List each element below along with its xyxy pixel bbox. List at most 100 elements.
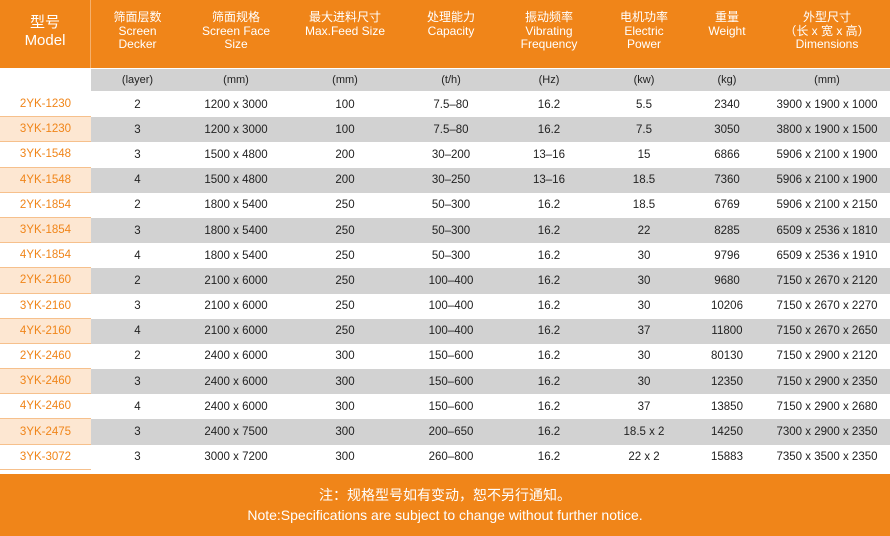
table-cell: 300	[335, 350, 355, 363]
table-cell: 18.5 x 2	[598, 419, 690, 445]
unit-cell: (mm)	[288, 69, 402, 91]
table-cell: 150–600	[428, 350, 474, 363]
table-cell: 4	[91, 318, 184, 344]
table-cell: 50–300	[431, 249, 471, 262]
table-cell: 7.5	[598, 117, 690, 143]
table-cell: 3	[91, 117, 184, 143]
table-cell: 250	[288, 318, 402, 344]
table-row: 4YK-1548 4 1500 x 4800 200 30–250 13–16 18.5 73…	[0, 167, 890, 193]
header-col-en: Decker	[118, 37, 157, 51]
header-col-en: Dimensions	[795, 37, 859, 51]
model-cell: 2YK-2460	[0, 343, 91, 370]
table-cell: 9680	[690, 268, 764, 294]
table-cell: 7.5–80	[433, 98, 469, 111]
table-cell: 2	[134, 199, 141, 212]
table-cell: 300	[288, 419, 402, 445]
table-row: 2YK-2160 2 2100 x 6000 250 100–400 16.2 30 9680…	[0, 268, 890, 294]
table-cell: 2400 x 6000	[204, 350, 268, 363]
table-cell: 16.2	[500, 268, 598, 294]
model-cell: 4YK-2160	[0, 318, 91, 344]
table-cell: 37	[637, 400, 651, 413]
units-model-blank	[0, 68, 91, 92]
table-cell: 200	[335, 148, 355, 161]
table-cell: 2400 x 7500	[184, 419, 288, 445]
header-col-zh: 重量	[714, 10, 739, 24]
table-cell: 30	[637, 350, 651, 363]
table-cell: 250	[335, 300, 355, 313]
table-cell: 200–650	[402, 419, 500, 445]
table-header: 型号 Model 筛面层数 Screen Decker 筛面规格 Screen …	[0, 0, 890, 68]
header-col-zh: 外型尺寸	[802, 10, 851, 24]
table-cell: 3	[134, 451, 141, 464]
table-cell: 250	[335, 199, 355, 212]
table-cell: 37	[598, 318, 690, 344]
model-cell: 3YK-3072	[0, 444, 91, 470]
table-cell: 30	[637, 300, 651, 313]
table-cell: 1200 x 3000	[204, 98, 268, 111]
table-cell: 1800 x 5400	[204, 249, 268, 262]
table-cell: 2340	[714, 98, 740, 111]
table-cell: 5906 x 2100 x 2150	[776, 199, 878, 212]
table-cell: 5.5	[636, 98, 652, 111]
header-col-en: Capacity	[427, 23, 475, 38]
unit-cell: (layer)	[91, 69, 184, 91]
table-cell: 7150 x 2670 x 2650	[764, 318, 890, 344]
table-cell: 300	[288, 369, 402, 395]
header-col-en: Screen Face	[201, 23, 271, 38]
header-col-zh: 振动频率	[524, 10, 573, 24]
footer-note-zh: 注：规格型号如有变动，恕不另行通知。	[319, 487, 571, 503]
table-cell: 100–400	[428, 300, 474, 313]
header-model-en: Model	[24, 32, 66, 49]
table-cell: 16.2	[500, 217, 598, 244]
footer-note-en: Note:Specifications are subject to chang…	[247, 507, 643, 523]
model-cell: 4YK-1854	[0, 243, 91, 269]
table-cell: 3050	[690, 117, 764, 143]
model-cell: 3YK-2475	[0, 419, 91, 445]
header-capacity: 处理能力 Capacity	[402, 0, 500, 68]
table-cell: 260–800	[428, 451, 474, 464]
header-col-en: Electric	[624, 23, 664, 38]
table-cell: 18.5	[598, 167, 690, 193]
table-cell: 5906 x 2100 x 1900	[764, 167, 890, 193]
table-cell: 80130	[711, 350, 743, 363]
table-cell: 16.2	[537, 98, 561, 111]
header-separator	[90, 0, 91, 68]
table-cell: 15	[637, 148, 651, 161]
table-cell: 16.2	[500, 419, 598, 445]
table-cell: 7300 x 2900 x 2350	[764, 419, 890, 445]
table-cell: 18.5	[632, 199, 656, 212]
table-cell: 13–16	[500, 167, 598, 193]
table-cell: 2100 x 6000	[184, 318, 288, 344]
table-cell: 7150 x 2900 x 2120	[776, 350, 878, 363]
table-cell: 4	[91, 167, 184, 193]
model-cell: 4YK-2460	[0, 394, 91, 420]
table-cell: 200	[288, 167, 402, 193]
model-cell: 2YK-1854	[0, 192, 91, 218]
unit-cell: (mm)	[184, 69, 288, 91]
table-row: 3YK-1854 3 1800 x 5400 250 50–300 16.2 22 8285 6…	[0, 217, 890, 244]
table-cell: 7150 x 2670 x 2120	[764, 268, 890, 294]
table-cell: 7150 x 2900 x 2350	[764, 369, 890, 395]
header-col-en: Size	[224, 37, 248, 51]
table-cell: 2	[91, 268, 184, 294]
table-cell: 7150 x 2670 x 2270	[776, 300, 878, 313]
model-cell: 4YK-1548	[0, 167, 91, 193]
model-cell: 3YK-2160	[0, 293, 91, 319]
table-cell: 9796	[714, 249, 740, 262]
table-cell: 30	[598, 369, 690, 395]
table-cell: 7360	[690, 167, 764, 193]
table-cell: 250	[288, 217, 402, 244]
model-cell: 2YK-2160	[0, 268, 91, 294]
table-cell: 6509 x 2536 x 1910	[776, 249, 878, 262]
table-row: 2YK-2460 2 2400 x 6000 300 150–600 16.2 30 8013…	[0, 343, 890, 370]
table-cell: 6866	[714, 148, 740, 161]
table-cell: 50–300	[402, 217, 500, 244]
table-cell: 30	[637, 249, 651, 262]
table-cell: 1800 x 5400	[204, 199, 268, 212]
table-cell: 16.2	[537, 350, 561, 363]
model-cell: 3YK-1548	[0, 142, 91, 168]
table-cell: 22 x 2	[628, 451, 660, 464]
table-cell: 150–600	[402, 369, 500, 395]
table-row: 3YK-2460 3 2400 x 6000 300 150–600 16.2 30 1235…	[0, 369, 890, 395]
